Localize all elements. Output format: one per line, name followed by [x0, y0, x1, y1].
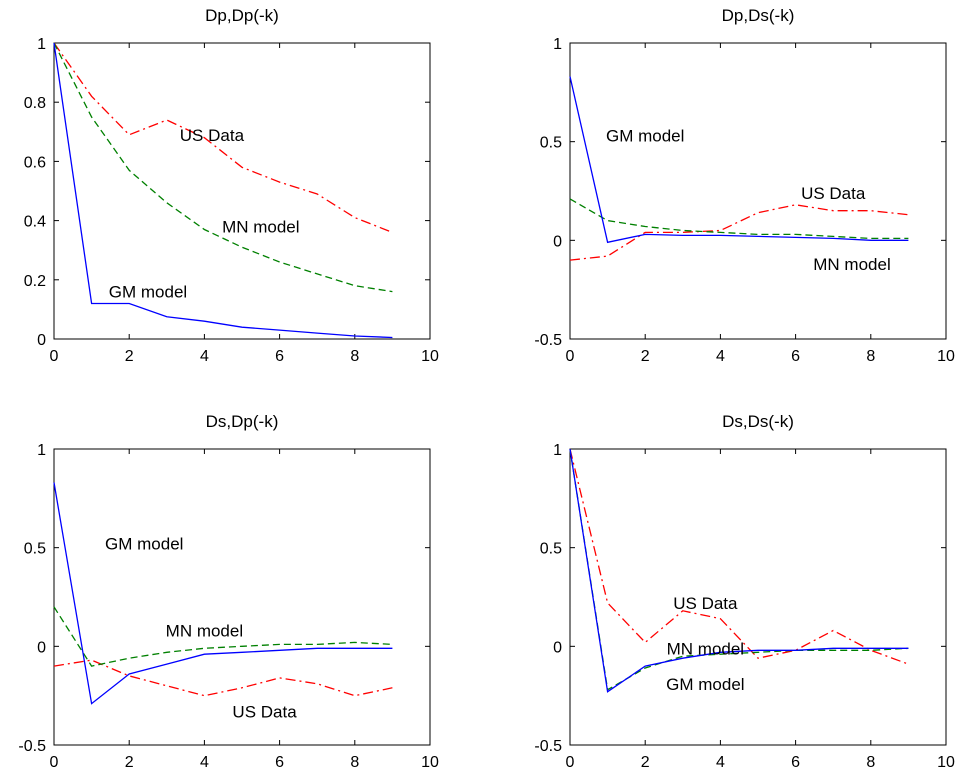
y-tick-label: -0.5 — [18, 738, 46, 755]
x-tick-label: 10 — [421, 754, 439, 771]
y-tick-label: 0 — [37, 332, 46, 349]
x-tick-label: 6 — [275, 348, 284, 365]
y-tick-label: 0 — [553, 233, 562, 250]
series-line-mn — [569, 198, 909, 240]
x-tick-label: 6 — [275, 754, 284, 771]
series-annotation: MN model — [166, 622, 243, 641]
chart-title: Ds,Ds(-k) — [722, 412, 794, 431]
x-tick-label: 6 — [791, 754, 800, 771]
series-line-us — [569, 204, 909, 261]
y-tick-label: -0.5 — [534, 738, 562, 755]
series-line-mn — [53, 606, 393, 667]
x-tick-label: 0 — [566, 348, 575, 365]
axes-box — [53, 42, 431, 340]
x-tick-label: 4 — [200, 348, 209, 365]
x-tick-label: 10 — [421, 348, 439, 365]
x-tick-label: 8 — [866, 348, 875, 365]
y-tick-label: 0.5 — [540, 541, 562, 558]
x-tick-label: 0 — [50, 348, 59, 365]
series-annotation: GM model — [105, 535, 183, 554]
series-line-us — [53, 659, 393, 697]
series-annotation: US Data — [673, 594, 738, 613]
x-tick-label: 2 — [641, 348, 650, 365]
x-tick-label: 8 — [866, 754, 875, 771]
x-tick-label: 8 — [350, 348, 359, 365]
series-line-gm — [53, 482, 393, 705]
x-tick-label: 4 — [716, 754, 725, 771]
series-annotation: US Data — [801, 184, 866, 203]
y-tick-label: 1 — [37, 442, 46, 459]
series-annotation: US Data — [180, 126, 245, 145]
series-annotation: GM model — [109, 283, 187, 302]
chart-panel-1: Dp,Dp(-k) 0 2 4 6 8 10 0 0.2 0.4 0.6 0.8 1 US Data MN … — [24, 6, 439, 365]
chart-title: Dp,Ds(-k) — [722, 6, 795, 25]
y-tick-label: 1 — [553, 442, 562, 459]
x-tick-label: 2 — [641, 754, 650, 771]
x-tick-label: 10 — [937, 754, 955, 771]
series-annotation: GM model — [606, 127, 684, 146]
x-tick-label: 0 — [50, 754, 59, 771]
y-tick-label: 0.4 — [24, 214, 46, 231]
axes-box — [569, 42, 947, 340]
series-line-mn — [53, 42, 393, 293]
x-tick-label: 8 — [350, 754, 359, 771]
x-tick-label: 4 — [716, 348, 725, 365]
series-annotation: GM model — [666, 675, 744, 694]
series-line-gm — [569, 76, 909, 244]
x-tick-label: 4 — [200, 754, 209, 771]
x-tick-label: 10 — [937, 348, 955, 365]
chart-title: Ds,Dp(-k) — [206, 412, 279, 431]
y-tick-label: 0 — [553, 639, 562, 656]
y-tick-label: 1 — [37, 36, 46, 53]
y-tick-label: 0 — [37, 639, 46, 656]
axes-box — [569, 448, 947, 746]
series-annotation: MN model — [813, 255, 890, 274]
y-tick-label: 0.5 — [540, 135, 562, 152]
x-tick-label: 2 — [125, 754, 134, 771]
x-tick-label: 2 — [125, 348, 134, 365]
y-tick-label: -0.5 — [534, 332, 562, 349]
chart-title: Dp,Dp(-k) — [205, 6, 279, 25]
x-tick-label: 0 — [566, 754, 575, 771]
series-line-us — [53, 42, 393, 234]
series-line-gm — [569, 448, 909, 693]
series-annotation: MN model — [667, 639, 744, 658]
y-tick-label: 1 — [553, 36, 562, 53]
axes-box — [53, 448, 431, 746]
x-tick-label: 6 — [791, 348, 800, 365]
y-tick-label: 0.8 — [24, 95, 46, 112]
y-tick-label: 0.5 — [24, 541, 46, 558]
series-annotation: US Data — [232, 702, 297, 721]
y-tick-label: 0.2 — [24, 273, 46, 290]
y-tick-label: 0.6 — [24, 154, 46, 171]
series-line-us — [569, 448, 909, 665]
series-line-gm — [53, 42, 393, 339]
series-annotation: MN model — [222, 218, 299, 237]
